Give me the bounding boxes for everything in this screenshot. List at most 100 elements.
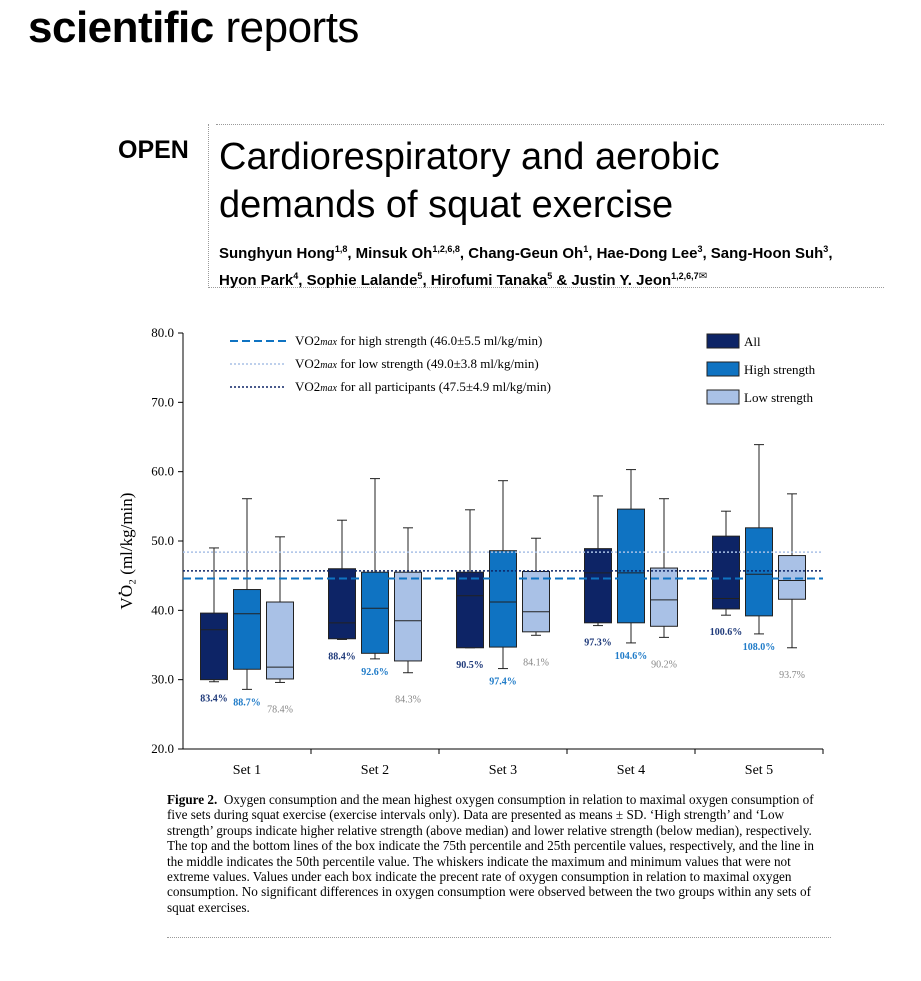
percent-label: 84.1%: [523, 657, 549, 668]
figure-caption: Figure 2. Oxygen consumption and the mea…: [167, 792, 829, 915]
author-affiliation: 1,2,6,7: [671, 271, 699, 281]
box-all: [328, 519, 356, 640]
percent-label: 90.5%: [456, 660, 484, 671]
boxplot-chart: 20.0 30.0 40.0 50.0 60.0 70.0 80.0 VO₂ (ml/kg/m…: [117, 325, 824, 778]
box-iqr: [489, 550, 517, 648]
legend-swatch: [706, 389, 740, 405]
box-iqr: [584, 548, 612, 624]
box-iqr: [328, 568, 356, 640]
author-affiliation: 3: [823, 244, 829, 254]
reference-legend-label: VO2max for high strength (46.0±5.5 ml/kg…: [295, 333, 542, 348]
y-tick-label: 40.0: [151, 602, 174, 617]
box-iqr: [200, 612, 228, 681]
box-high-strength: [361, 478, 389, 660]
journal-name-regular: reports: [225, 3, 359, 52]
author-name: Sophie Lalande: [306, 272, 418, 289]
percent-label: 97.3%: [584, 638, 612, 649]
author-divider: [208, 287, 884, 288]
x-tick-label: Set 5: [745, 763, 773, 778]
percent-label: 93.7%: [779, 670, 805, 681]
author-name: Hirofumi Tanaka: [430, 272, 548, 289]
caption-text: Oxygen consumption and the mean highest …: [167, 792, 814, 915]
percent-label: 78.4%: [267, 704, 293, 715]
author-affiliation: 5: [547, 271, 553, 281]
percent-label: 97.4%: [489, 677, 517, 688]
legend-label: High strength: [744, 362, 816, 377]
box-high-strength: [489, 480, 517, 670]
box-high-strength: [233, 498, 261, 690]
y-tick-label: 50.0: [151, 533, 174, 548]
legend-label: All: [744, 334, 761, 349]
box-all: [584, 495, 612, 627]
box-high-strength: [745, 444, 773, 635]
percent-label: 92.6%: [361, 667, 389, 678]
envelope-icon[interactable]: ✉: [698, 271, 708, 282]
box-iqr: [745, 527, 773, 617]
y-axis-label: VO₂ (ml/kg/min): [117, 493, 136, 610]
percent-label: 100.6%: [710, 627, 743, 638]
author-name: Justin Y. Jeon: [571, 272, 672, 289]
y-tick-label: 60.0: [151, 464, 174, 479]
title-line-2: demands of squat exercise: [219, 184, 674, 226]
box-iqr: [456, 571, 484, 649]
author-name: Chang-Geun Oh: [468, 245, 584, 262]
y-tick-label: 70.0: [151, 394, 174, 409]
box-iqr: [617, 508, 645, 624]
article-title: Cardiorespiratory and aerobic demands of…: [219, 133, 859, 229]
author-name: Minsuk Oh: [355, 245, 433, 262]
journal-logo: scientific reports: [28, 2, 359, 54]
author-affiliation: 3: [697, 244, 703, 254]
journal-name-bold: scientific: [28, 3, 214, 52]
box-iqr: [233, 589, 261, 670]
legend-label: Low strength: [744, 390, 813, 405]
box-low-strength: [522, 537, 550, 636]
percent-label: 108.0%: [743, 642, 776, 653]
box-iqr: [650, 567, 678, 627]
caption-divider: [167, 937, 831, 938]
legend-swatch: [706, 333, 740, 349]
percent-label: 88.7%: [233, 697, 261, 708]
x-tick-label: Set 3: [489, 763, 517, 778]
box-low-strength: [394, 527, 422, 674]
author-name: Hae-Dong Lee: [596, 245, 698, 262]
box-iqr: [266, 601, 294, 680]
author-name: Hyon Park: [219, 272, 294, 289]
box-iqr: [522, 571, 550, 633]
legend-swatch: [706, 361, 740, 377]
percent-label: 90.2%: [651, 659, 677, 670]
box-low-strength: [266, 536, 294, 683]
vo2-dot-marker: •: [118, 589, 122, 600]
caption-label: Figure 2.: [167, 792, 218, 807]
percent-label: 88.4%: [328, 651, 356, 662]
box-all: [712, 510, 740, 616]
author-affiliation: 4: [293, 271, 299, 281]
y-tick-label: 20.0: [151, 741, 174, 756]
box-iqr: [712, 535, 740, 610]
header-vertical-divider: [208, 124, 209, 286]
reference-legend-label: VO2max for all participants (47.5±4.9 ml…: [295, 379, 551, 394]
percent-label: 83.4%: [200, 694, 228, 705]
y-tick-label: 80.0: [151, 325, 174, 340]
box-iqr: [361, 571, 389, 654]
box-low-strength: [650, 498, 678, 638]
percent-label: 84.3%: [395, 695, 421, 706]
y-tick-label: 30.0: [151, 672, 174, 687]
x-tick-label: Set 2: [361, 763, 389, 778]
percent-label: 104.6%: [615, 651, 648, 662]
box-iqr: [778, 555, 806, 600]
open-access-badge: OPEN: [118, 136, 189, 164]
reference-legend-label: VO2max for low strength (49.0±3.8 ml/kg/…: [295, 356, 539, 371]
author-affiliation: 1,2,6,8: [432, 244, 460, 254]
x-tick-label: Set 1: [233, 763, 261, 778]
author-name: Sunghyun Hong: [219, 245, 335, 262]
x-tick-label: Set 4: [617, 763, 645, 778]
author-affiliation: 1: [583, 244, 589, 254]
author-name: Sang-Hoon Suh: [710, 245, 824, 262]
author-affiliation: 5: [417, 271, 423, 281]
author-list: Sunghyun Hong1,8, Minsuk Oh1,2,6,8, Chan…: [219, 244, 833, 289]
box-iqr: [394, 571, 422, 662]
author-affiliation: 1,8: [334, 244, 348, 254]
box-high-strength: [617, 469, 645, 644]
header-divider: [216, 124, 884, 125]
box-low-strength: [778, 493, 806, 649]
